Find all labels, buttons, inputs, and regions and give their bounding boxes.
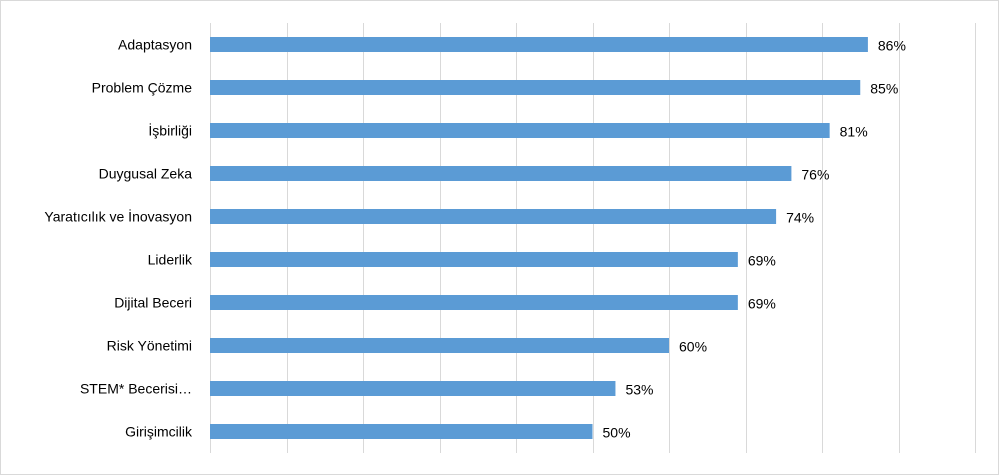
bar: [210, 338, 669, 353]
category-label: Girişimcilik: [125, 424, 193, 440]
value-label: 81%: [840, 124, 868, 140]
bar: [210, 209, 777, 224]
bar: [210, 80, 861, 95]
value-label: 53%: [625, 382, 653, 398]
category-label: Liderlik: [148, 252, 193, 268]
bar: [210, 381, 616, 396]
bar: [210, 295, 738, 310]
value-labels: 86% 85% 81% 76% 74% 69% 69% 60% 53% 50%: [603, 38, 906, 441]
category-label: İşbirliği: [148, 122, 192, 139]
bar: [210, 123, 830, 138]
value-label: 50%: [603, 425, 631, 441]
value-label: 60%: [679, 339, 707, 355]
category-label: Yaratıcılık ve İnovasyon: [44, 208, 192, 225]
category-label: Adaptasyon: [118, 37, 192, 53]
value-label: 69%: [748, 253, 776, 269]
category-label: Dijital Beceri: [114, 295, 192, 311]
category-label: STEM* Becerisi…: [80, 381, 192, 397]
category-label: Risk Yönetimi: [107, 338, 192, 354]
value-label: 69%: [748, 296, 776, 312]
bar: [210, 166, 792, 181]
value-label: 76%: [801, 167, 829, 183]
category-label: Duygusal Zeka: [99, 166, 193, 182]
bar: [210, 252, 738, 267]
value-label: 74%: [786, 210, 814, 226]
value-label: 85%: [870, 81, 898, 97]
category-label: Problem Çözme: [92, 80, 193, 96]
bar: [210, 37, 868, 52]
bar: [210, 424, 593, 439]
category-labels: Adaptasyon Problem Çözme İşbirliği Duygusal…: [44, 37, 193, 440]
value-label: 86%: [878, 38, 906, 54]
bars: [210, 37, 868, 439]
